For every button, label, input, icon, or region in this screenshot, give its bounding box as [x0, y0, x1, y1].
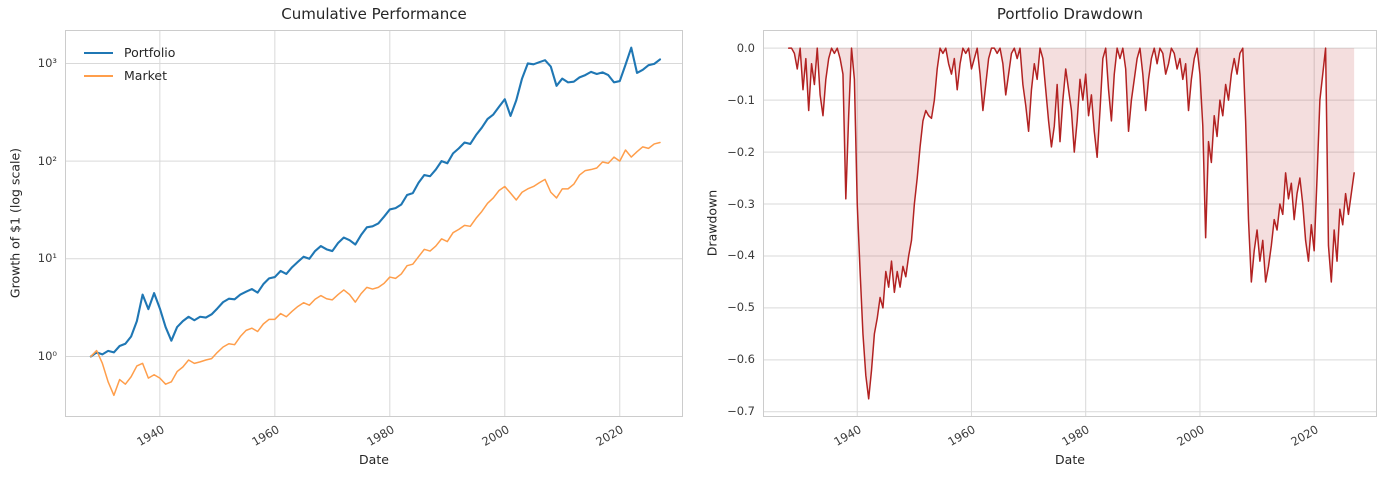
y-tick-label: 10¹ [37, 251, 57, 266]
x-tick-label: 2020 [1288, 422, 1321, 449]
legend-label-market: Market [124, 68, 167, 83]
y-tick-label: −0.4 [727, 248, 755, 263]
y-axis-label: Growth of $1 (log scale) [7, 147, 23, 299]
y-tick-label: 10² [37, 153, 57, 168]
x-tick-label: 1940 [831, 422, 864, 449]
y-tick-label: −0.2 [727, 144, 755, 159]
x-tick-label: 1960 [945, 422, 978, 449]
x-tick-label: 1960 [248, 422, 282, 449]
portfolio-line-swatch [84, 51, 113, 54]
y-tick-label: 10³ [37, 55, 57, 70]
legend-item-market: Market [84, 68, 175, 83]
x-axis-label: Date [359, 452, 389, 467]
chart-title: Cumulative Performance [281, 5, 467, 23]
plot-area [65, 30, 683, 417]
chart-title: Portfolio Drawdown [996, 5, 1144, 23]
x-tick-label: 1980 [1059, 422, 1093, 449]
x-tick-label: 2020 [593, 422, 627, 449]
x-tick-label: 2000 [478, 422, 512, 449]
x-axis-label: Date [1055, 452, 1085, 467]
legend-label-portfolio: Portfolio [124, 45, 176, 60]
x-tick-label: 2000 [1174, 422, 1207, 449]
x-tick-label: 1940 [134, 422, 167, 449]
y-tick-label: −0.7 [727, 404, 755, 419]
y-tick-label: −0.3 [727, 196, 755, 211]
y-tick-label: 0.0 [736, 40, 755, 55]
market-line-swatch [84, 74, 113, 77]
legend-item-portfolio: Portfolio [84, 45, 175, 60]
y-tick-label: −0.1 [727, 92, 755, 107]
x-tick-label: 1980 [363, 422, 397, 449]
plot-area [763, 30, 1377, 417]
legend: Portfolio Market [84, 45, 175, 83]
y-tick-label: −0.5 [727, 300, 755, 315]
y-axis-label: Drawdown [704, 189, 720, 257]
y-tick-label: −0.6 [727, 352, 755, 367]
y-tick-label: 10⁰ [37, 348, 57, 363]
